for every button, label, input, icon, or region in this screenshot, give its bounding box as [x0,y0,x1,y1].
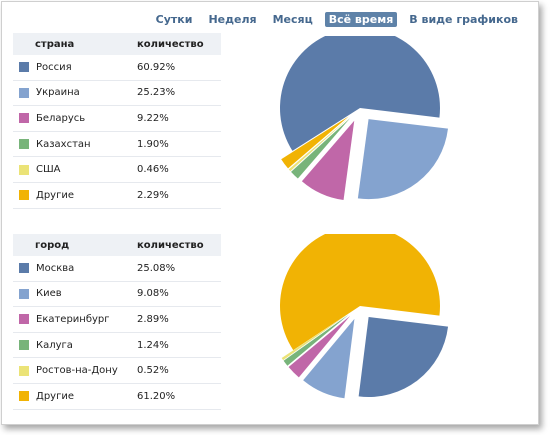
country-table-header: страна количество [13,33,221,55]
pie-slice-4 [283,314,349,366]
row-value: 25.23% [137,87,176,99]
city-pie-chart [280,234,449,399]
country-column-header: страна [35,38,75,50]
row-value: 1.90% [137,138,169,150]
legend-swatch [19,365,29,376]
pie-slice-4 [291,118,351,179]
table-row: Киев 9.08% [13,282,221,308]
legend-swatch [19,340,29,351]
row-label: Ростов-на-Дону [36,365,118,377]
legend-swatch [19,391,29,402]
legend-swatch [19,288,29,299]
table-row: Другие 2.29% [13,183,221,209]
pie-slice-3 [288,315,351,378]
table-row: Другие 61.20% [13,384,221,410]
legend-swatch [19,139,29,150]
legend-swatch [19,314,29,325]
tab-day[interactable]: Сутки [155,12,193,26]
country-pie-chart [280,36,448,201]
table-row: Украина 25.23% [13,81,221,107]
legend-swatch [19,62,29,73]
pie-slice-1 [280,36,440,151]
row-label: США [36,164,61,176]
pie-slice-2 [357,119,448,200]
pie-slice-3 [301,120,355,201]
legend-swatch [19,164,29,175]
row-value: 61.20% [137,390,176,402]
legend-swatch [19,113,29,124]
row-value: 9.08% [137,288,169,300]
row-label: Беларусь [36,112,86,124]
row-value: 2.89% [137,313,169,325]
legend-swatch [19,87,29,98]
pie-slice-5 [288,117,350,172]
row-value: 0.46% [137,164,169,176]
pie-slice-2 [303,318,355,399]
table-row: США 0.46% [13,157,221,183]
row-value: 1.24% [137,339,169,351]
city-table: город количество Москва 25.08% Киев 9.08% Ек… [13,234,221,410]
table-row: Москва 25.08% [13,256,221,282]
tab-week[interactable]: Неделя [208,12,257,26]
row-label: Другие [36,189,74,201]
table-row: Казахстан 1.90% [13,132,221,158]
table-row: Беларусь 9.22% [13,106,221,132]
table-row: Россия 60.92% [13,55,221,81]
stats-panel: Сутки Неделя Месяц Всё время В виде граф… [1,1,539,425]
row-label: Другие [36,390,74,402]
pie-slice-6 [280,234,440,351]
period-tabs: Сутки Неделя Месяц Всё время В виде граф… [144,10,522,28]
row-label: Калуга [36,339,73,351]
pie-slice-6 [281,116,349,169]
row-value: 9.22% [137,112,169,124]
pie-slice-1 [358,317,449,398]
row-label: Киев [36,288,62,300]
table-row: Екатеринбург 2.89% [13,307,221,333]
row-label: Москва [36,262,75,274]
table-row: Калуга 1.24% [13,333,221,359]
row-value: 0.52% [137,365,169,377]
row-label: Украина [36,87,80,99]
row-value: 60.92% [137,61,176,73]
pie-slice-5 [281,313,349,361]
row-value: 2.29% [137,189,169,201]
row-label: Россия [36,61,72,73]
row-label: Екатеринбург [36,313,110,325]
tab-month[interactable]: Месяц [272,12,313,26]
row-label: Казахстан [36,138,91,150]
city-table-header: город количество [13,234,221,256]
row-value: 25.08% [137,262,176,274]
table-row: Ростов-на-Дону 0.52% [13,358,221,384]
tab-graphs[interactable]: В виде графиков [409,12,518,26]
tab-all-time[interactable]: Всё время [324,11,398,27]
country-table: страна количество Россия 60.92% Украина 25.… [13,33,221,209]
legend-swatch [19,263,29,274]
count-column-header: количество [137,239,204,251]
legend-swatch [19,190,29,201]
count-column-header: количество [137,38,204,50]
city-column-header: город [35,239,70,251]
